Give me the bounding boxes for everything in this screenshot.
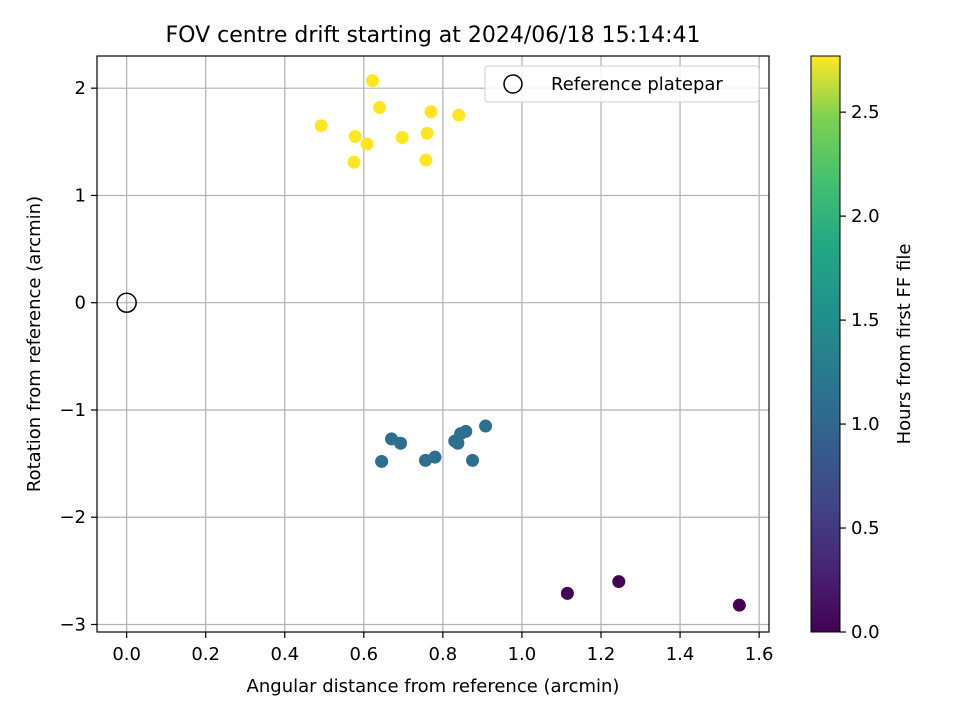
- y-axis-ticks: 2 1 0 −1 −2 −3: [59, 78, 97, 635]
- colorbar-tick-label: 2.0: [851, 206, 880, 227]
- colorbar-tick-label: 0.5: [851, 518, 880, 539]
- data-point: [419, 153, 433, 167]
- reference-platepar-marker: [116, 292, 137, 313]
- legend: Reference platepar: [484, 65, 760, 103]
- data-point: [394, 436, 408, 450]
- data-point: [395, 131, 409, 145]
- x-tick-label: 1.2: [587, 644, 616, 665]
- data-point: [732, 598, 746, 612]
- x-tick-label: 0.2: [191, 644, 220, 665]
- colorbar-tick-label: 2.5: [851, 102, 880, 123]
- data-point: [420, 126, 434, 140]
- x-tick-label: 0.8: [429, 644, 458, 665]
- y-tick-label: 2: [75, 78, 86, 99]
- legend-label: Reference platepar: [551, 74, 723, 95]
- colorbar-tick-label: 1.5: [851, 310, 880, 331]
- legend-box: [484, 65, 760, 103]
- chart-title: FOV centre drift starting at 2024/06/18 …: [166, 23, 701, 48]
- y-tick-label: −1: [59, 400, 86, 421]
- data-point: [452, 108, 466, 122]
- y-tick-label: 0: [75, 293, 86, 314]
- axes-frame: [96, 55, 770, 633]
- x-tick-label: 1.6: [745, 644, 774, 665]
- x-axis-label: Angular distance from reference (arcmin): [247, 676, 620, 697]
- data-point: [373, 100, 387, 114]
- data-point: [360, 137, 374, 151]
- y-tick-label: 1: [75, 185, 86, 206]
- data-point: [314, 119, 328, 133]
- y-tick-label: −2: [59, 507, 86, 528]
- y-axis-label: Rotation from reference (arcmin): [24, 196, 45, 492]
- data-point: [466, 453, 480, 467]
- y-tick-label: −3: [59, 614, 86, 635]
- legend-open-circle-marker: [503, 74, 523, 94]
- data-point: [459, 424, 473, 438]
- x-tick-label: 0.4: [270, 644, 299, 665]
- x-axis-ticks: 0.0 0.2 0.4 0.6 0.8 1.0 1.2 1.4 1.6: [112, 632, 773, 665]
- x-tick-label: 0.0: [112, 644, 141, 665]
- data-point: [424, 105, 438, 119]
- x-tick-label: 0.6: [350, 644, 379, 665]
- data-point: [479, 419, 493, 433]
- colorbar-tick-label: 1.0: [851, 414, 880, 435]
- reference-layer: [116, 292, 137, 313]
- data-point: [612, 575, 626, 589]
- colorbar-ticks: 0.0 0.5 1.0 1.5 2.0 2.5: [840, 102, 880, 643]
- colorbar-tick-label: 0.0: [851, 622, 880, 643]
- data-point: [375, 454, 389, 468]
- colorbar: 0.0 0.5 1.0 1.5 2.0 2.5 Hours from first FF f…: [810, 55, 915, 643]
- data-point: [560, 586, 574, 600]
- data-points: [314, 74, 746, 612]
- data-point: [428, 450, 442, 464]
- data-point: [348, 129, 362, 143]
- x-tick-label: 1.0: [508, 644, 537, 665]
- x-tick-label: 1.4: [666, 644, 695, 665]
- colorbar-gradient: [810, 55, 841, 633]
- grid: [97, 56, 769, 632]
- data-point: [366, 74, 380, 88]
- data-point: [347, 155, 361, 169]
- colorbar-label: Hours from first FF file: [894, 244, 915, 445]
